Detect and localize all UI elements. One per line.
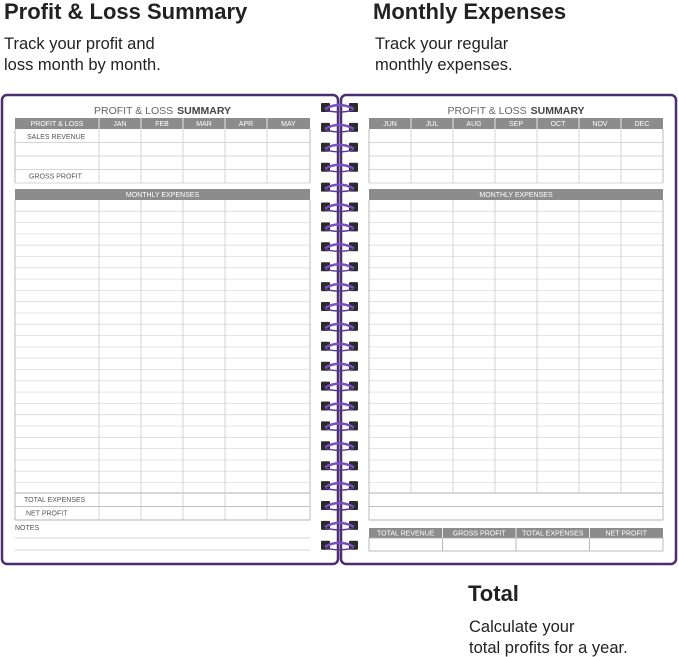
callout-text: Track your profit and [4,35,155,53]
coil [324,322,355,330]
page-title-text: PROFIT & LOSS [94,105,173,117]
content: Profit & Loss Summary Track your profit a… [4,0,664,657]
coil [324,501,355,509]
coil [324,143,355,150]
section-header [15,189,310,200]
coil [324,407,355,412]
column-header: OCT [551,121,567,128]
coil [324,308,355,312]
coil [324,402,355,409]
coil [324,129,355,133]
column-header: JUN [383,121,397,128]
header-row [15,118,310,129]
coil [324,442,355,449]
coil [324,461,355,469]
column-header: APR [239,121,253,128]
total-label: NET PROFIT [26,511,68,518]
coil [324,268,355,272]
page-title: PROFIT & LOSS SUMMARY [94,105,231,117]
column-header: MAY [281,121,296,128]
section-title: MONTHLY EXPENSES [126,192,200,199]
right-page [339,93,678,566]
coil [324,109,355,113]
coil [324,547,355,551]
callout-text: total profits for a year. [469,639,628,657]
column-header: NOV [592,121,608,128]
coil [324,288,355,292]
column-header: JUL [426,121,439,128]
column-header: MAR [196,121,212,128]
coil [324,467,355,471]
footer-label: TOTAL EXPENSES [522,531,584,538]
callout-text: loss month by month. [4,56,161,74]
column-header: FEB [155,121,169,128]
coil [324,228,355,233]
row-label: SALES REVENUE [27,134,86,141]
notes-label: NOTES [15,525,39,532]
column-header: DEC [635,121,650,128]
coil [324,203,355,210]
coil [324,163,355,170]
coil [324,382,355,389]
coil [324,521,355,529]
coil [324,422,355,429]
coil [324,527,355,531]
footer-label: GROSS PROFIT [453,531,507,538]
coil [324,342,355,349]
coil [324,223,355,230]
coil [324,168,355,173]
coil [324,447,355,452]
callout-text: monthly expenses. [375,56,513,74]
page-title: PROFIT & LOSS SUMMARY [447,105,584,117]
coil [324,348,355,352]
coil [324,302,355,310]
coil [324,481,355,489]
page-title-text: PROFIT & LOSS [447,105,526,117]
column-header: JAN [113,121,126,128]
row-label: GROSS PROFIT [29,174,83,181]
coil [324,208,355,213]
footer-label: NET PROFIT [606,531,648,538]
coil [324,103,355,111]
coil [324,188,355,193]
callout-title: Profit & Loss Summary [4,0,248,24]
footer-label: TOTAL REVENUE [377,531,435,538]
page-title-bold: SUMMARY [531,105,585,117]
header-row [369,118,663,129]
coil [324,507,355,511]
coil [324,387,355,392]
callout-text: Track your regular [375,35,509,53]
callout-title: Total [468,581,519,606]
section-header [369,189,663,200]
coil [324,243,355,250]
column-header: PROFIT & LOSS [31,121,84,128]
coil [324,183,355,190]
column-header: SEP [509,121,523,128]
coil [324,487,355,491]
page-title-bold: SUMMARY [177,105,231,117]
spiral-binding [321,103,358,551]
coil [324,541,355,548]
callout-text: Calculate your [469,618,575,636]
left-page [0,93,340,566]
coil [324,262,355,270]
coil [324,248,355,253]
coil [324,149,355,153]
coil [324,362,355,369]
coil [324,328,355,332]
total-label: TOTAL EXPENSES [24,497,86,504]
coil [324,123,355,131]
coil [324,367,355,372]
coil [324,282,355,290]
callout-title: Monthly Expenses [373,0,566,24]
column-header: AUG [466,121,481,128]
coil [324,427,355,432]
section-title: MONTHLY EXPENSES [479,192,553,199]
